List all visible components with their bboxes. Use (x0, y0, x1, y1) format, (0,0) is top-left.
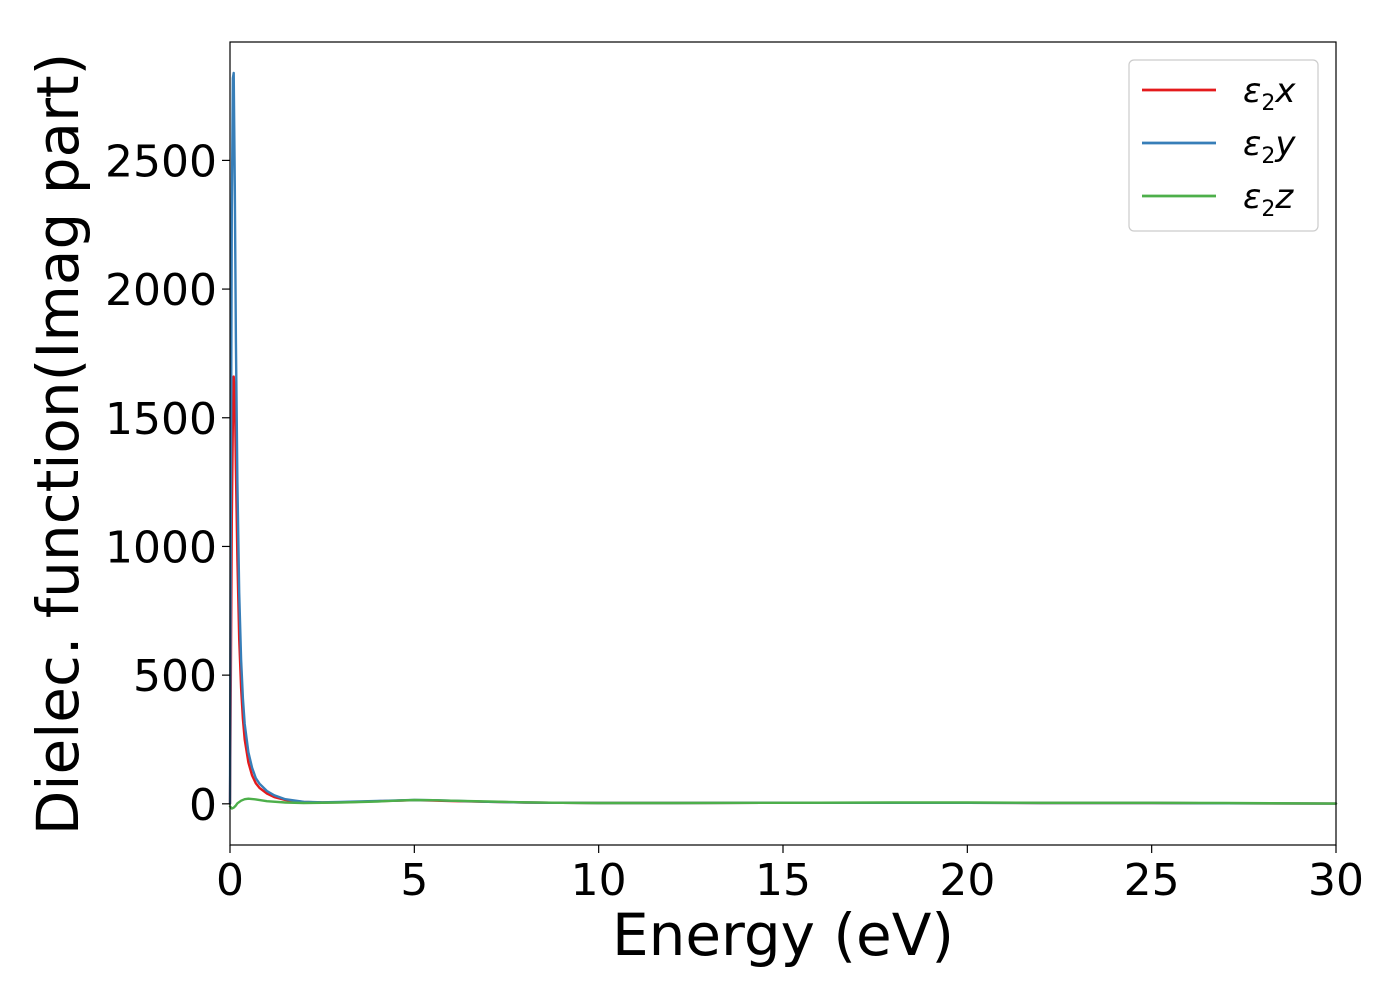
y-tick-label: 1500 (105, 394, 217, 445)
legend-label-2: ε2y (1243, 124, 1296, 169)
x-tick-label: 15 (755, 855, 811, 906)
x-tick-label: 5 (400, 855, 428, 906)
y-tick-label: 500 (133, 651, 217, 702)
series-line-3 (228, 797, 1338, 810)
y-tick-label: 2000 (105, 265, 217, 316)
x-tick-label: 20 (939, 855, 995, 906)
legend-label-3: ε2z (1243, 177, 1294, 222)
x-axis-label: Energy (eV) (612, 901, 954, 969)
x-tick-label: 0 (216, 855, 244, 906)
series-layer (228, 71, 1338, 810)
legend: ε2x ε2y ε2z (1128, 59, 1319, 232)
y-axis-label: Dielec. function(Imag part) (24, 53, 92, 836)
y-axis: 0 500 1000 1500 2000 2500 (105, 136, 230, 831)
x-tick-label: 30 (1308, 855, 1364, 906)
x-tick-label: 25 (1124, 855, 1180, 906)
y-tick-label: 0 (189, 780, 217, 831)
x-axis: 0 5 10 15 20 25 30 (216, 845, 1364, 906)
y-tick-label: 1000 (105, 522, 217, 573)
x-tick-label: 10 (571, 855, 627, 906)
y-tick-label: 2500 (105, 136, 217, 187)
legend-box (1128, 59, 1319, 232)
legend-label-1: ε2x (1243, 71, 1296, 116)
